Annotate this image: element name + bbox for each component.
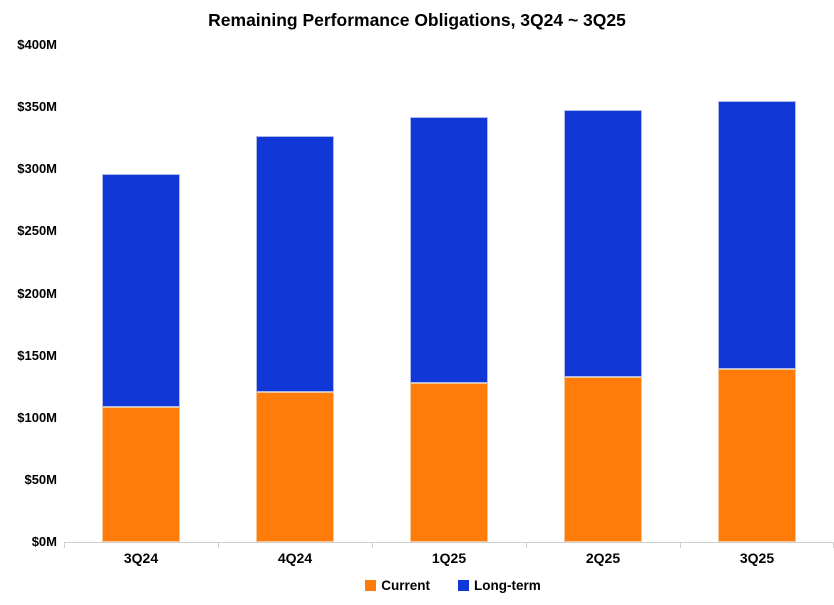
y-axis-label-350m: $350M [17,99,57,115]
bar-segment-long-term-3q24 [102,174,180,407]
x-axis-label-3q24: 3Q24 [123,550,159,566]
legend-swatch-icon [365,580,377,591]
bar-segment-long-term-4q24 [256,135,334,392]
x-axis-tick [526,543,527,548]
bar-segment-long-term-1q25 [410,117,488,383]
x-axis-tick [218,543,219,548]
x-axis-tick [372,543,373,548]
x-axis-label-4q24: 4Q24 [277,550,313,566]
legend-label: Current [381,578,430,593]
chart-title: Remaining Performance Obligations, 3Q24 … [208,10,626,30]
plot-area [64,45,834,548]
legend: Current Long-term [36,578,834,593]
bar-segment-current-3q24 [102,406,180,542]
x-axis-label-1q25: 1Q25 [431,550,467,566]
bar-segment-current-4q24 [256,391,334,542]
bar-segment-current-1q25 [410,382,488,542]
y-axis-label-150m: $150M [17,347,57,363]
x-axis-tick [64,543,65,548]
legend-item-long-term: Long-term [458,578,541,593]
y-axis-label-400m: $400M [17,37,57,52]
y-axis-label-300m: $300M [17,161,57,177]
x-axis-tick [680,543,681,548]
x-axis-line [64,542,834,543]
legend-item-current: Current [365,578,430,593]
legend-label: Long-term [474,578,541,593]
bar-segment-long-term-2q25 [564,109,642,377]
legend-swatch-icon [458,580,469,591]
bar-segment-long-term-3q25 [718,100,796,370]
x-axis-label-3q25: 3Q25 [739,550,775,566]
x-axis-label-2q25: 2Q25 [585,550,621,566]
y-axis-label-100m: $100M [17,409,57,425]
y-axis-label-0m: $0M [31,534,57,549]
y-axis-label-200m: $200M [17,285,57,301]
bar-segment-current-2q25 [564,376,642,542]
y-axis-label-50m: $50M [24,471,57,487]
bar-segment-current-3q25 [718,369,796,542]
y-axis-label-250m: $250M [17,223,57,239]
